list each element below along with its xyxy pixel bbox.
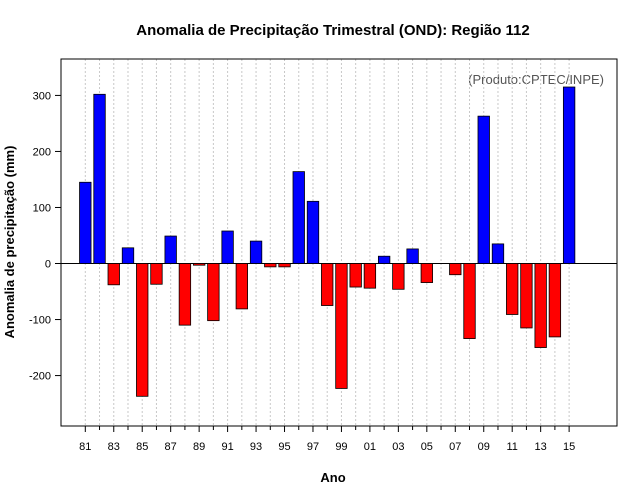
x-tick-label-81: 81 xyxy=(79,441,91,453)
x-tick-label-03: 03 xyxy=(392,441,404,453)
y-axis-label: Anomalia de precipitação (mm) xyxy=(2,146,17,339)
bar-85 xyxy=(136,263,149,397)
bar-00 xyxy=(349,263,362,288)
x-tick-label-11: 11 xyxy=(506,441,517,453)
x-tick-label-01: 01 xyxy=(364,441,376,453)
bar-02 xyxy=(377,255,391,264)
bar-05 xyxy=(420,263,433,283)
x-tick-label-91: 91 xyxy=(221,441,233,453)
x-tick-label-97: 97 xyxy=(307,441,319,453)
x-tick-label-05: 05 xyxy=(421,441,433,453)
bar-01 xyxy=(363,263,377,289)
x-tick-label-13: 13 xyxy=(535,441,547,453)
bar-90 xyxy=(207,263,220,322)
bar-12 xyxy=(520,263,533,329)
grid-lines xyxy=(84,59,570,426)
bar-93 xyxy=(249,240,263,264)
bar-88 xyxy=(178,263,192,326)
bar-84 xyxy=(121,247,135,264)
y-tick-label--100: -100 xyxy=(29,315,51,327)
y-tick-label-300: 300 xyxy=(33,90,51,102)
x-tick-label-93: 93 xyxy=(250,441,262,453)
x-tick-label-85: 85 xyxy=(136,441,148,453)
bar-91 xyxy=(221,230,234,264)
bar-10 xyxy=(491,243,505,264)
bar-96 xyxy=(292,171,305,264)
x-tick-label-09: 09 xyxy=(478,441,490,453)
y-tick-label-0: 0 xyxy=(45,259,51,271)
source-annotation: (Produto:CPTEC/INPE) xyxy=(468,72,604,87)
bar-11 xyxy=(506,263,519,315)
bar-09 xyxy=(477,115,490,264)
x-tick-label-87: 87 xyxy=(165,441,177,453)
plot-frame xyxy=(60,58,618,427)
y-tick-label-100: 100 xyxy=(33,202,51,214)
bar-99 xyxy=(335,263,348,389)
x-tick-label-89: 89 xyxy=(193,441,205,453)
x-tick-label-83: 83 xyxy=(108,441,120,453)
bar-98 xyxy=(321,263,334,306)
x-tick-label-95: 95 xyxy=(278,441,290,453)
y-tick-label--200: -200 xyxy=(29,371,51,383)
bar-15 xyxy=(562,86,576,264)
y-tick-label-200: 200 xyxy=(33,146,51,158)
bar-86 xyxy=(150,263,163,285)
bar-87 xyxy=(164,235,177,264)
x-tick-label-07: 07 xyxy=(449,441,461,453)
bar-82 xyxy=(93,93,106,264)
bar-04 xyxy=(406,248,419,264)
bars xyxy=(79,86,576,397)
bar-07 xyxy=(449,263,462,276)
axes: -200 -100 0 100 200 300 81 83 85 87 89 91 93 95 97 99 01… xyxy=(29,90,575,453)
bar-81 xyxy=(79,181,92,264)
x-axis-label: Ano xyxy=(320,470,345,485)
bar-08 xyxy=(463,263,476,339)
x-tick-label-99: 99 xyxy=(335,441,347,453)
bar-89 xyxy=(192,263,206,266)
bar-95 xyxy=(278,263,291,268)
bar-83 xyxy=(107,263,120,286)
chart-title: Anomalia de Precipitação Trimestral (OND… xyxy=(136,22,529,39)
bar-03 xyxy=(392,263,405,290)
x-tick-label-15: 15 xyxy=(563,441,575,453)
bar-13 xyxy=(534,263,547,348)
bar-94 xyxy=(264,263,277,268)
bar-97 xyxy=(306,200,320,264)
bar-92 xyxy=(235,263,248,310)
bar-14 xyxy=(548,263,562,338)
